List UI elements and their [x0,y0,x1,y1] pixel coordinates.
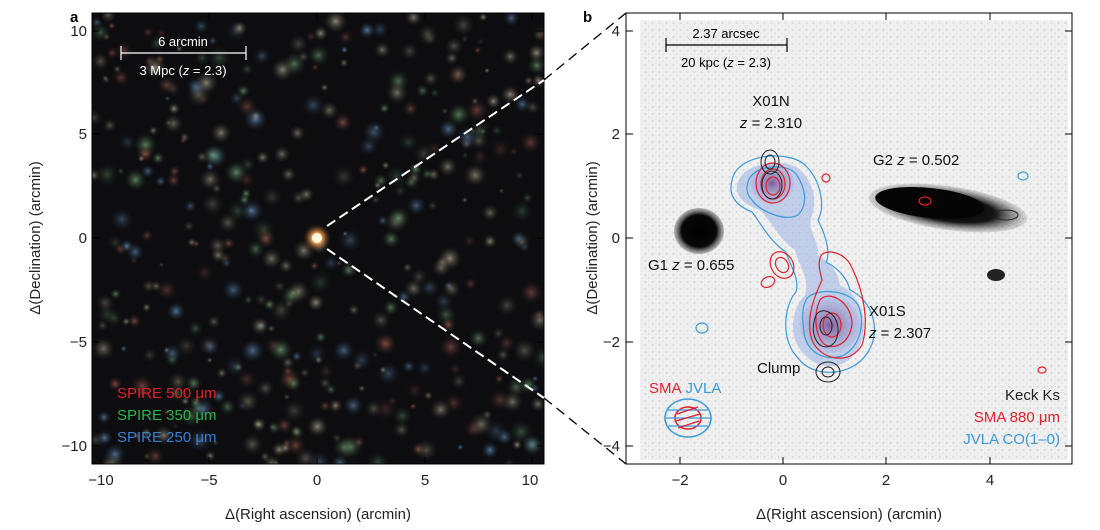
panel-b-ytick: 2 [612,126,620,143]
x01s-redshift: z = 2.307 [868,325,931,342]
x01n-redshift: z = 2.310 [739,115,802,132]
panel-b-ylabel: Δ(Declination) (arcmin) [584,161,601,314]
zoom-line-upper [326,79,545,227]
panel-a-xtick: −10 [88,472,113,489]
panel-b-ytick: −4 [603,438,620,455]
legend-jvla: JVLA CO(1–0) [963,431,1060,448]
panel-a-ytick-labels: 10 5 0 −5 −10 [62,23,87,455]
panel-a-xtick: 5 [421,472,429,489]
panel-a-scalebar-bottom: 3 Mpc (z = 2.3) [139,63,226,78]
panel-b-annotations: X01N z = 2.310 G2 z = 0.502 G1 z = 0.655… [648,93,959,377]
panel-a: a 6 arcmin 3 Mpc (z = 2.3) SPIRE 500 μm … [27,9,545,523]
panel-b-xtick: 0 [779,472,787,489]
panel-b-xtick: −2 [671,472,688,489]
panel-b-scalebar: 2.37 arcsec 20 kpc (z = 2.3) [665,26,788,70]
central-source-core [312,233,322,243]
panel-a-xtick: −5 [200,472,217,489]
beam-ellipses [664,398,712,438]
legend-keck: Keck Ks [1005,387,1060,404]
panel-a-xtick: 10 [522,472,539,489]
panel-b-ticks [626,13,1072,464]
panel-b-legend: Keck Ks SMA 880 μm JVLA CO(1–0) [963,387,1060,448]
panel-a-scalebar: 6 arcmin 3 Mpc (z = 2.3) [120,34,247,78]
panel-a-ytick: 5 [79,126,87,143]
panel-a-label: a [70,9,79,26]
panel-a-legend-500: SPIRE 500 μm [117,385,217,402]
panel-b-xtick: 2 [882,472,890,489]
panel-a-legend-350: SPIRE 350 μm [117,407,217,424]
panel-b-scalebar-top: 2.37 arcsec [692,26,760,41]
g1-label: G1 z = 0.655 [648,257,734,274]
jvla-contours [695,155,1029,373]
x01s-name: X01S [869,303,906,320]
panel-a-image [92,13,544,464]
panel-b-image [626,13,1072,464]
panel-a-ytick: −10 [62,438,87,455]
panel-a-ytick: 0 [79,230,87,247]
connector-line-upper [543,12,627,81]
panel-b-label: b [583,9,592,26]
panel-b: b [583,9,1073,523]
sma-beam-hatch [675,406,701,429]
x01n-name: X01N [752,93,790,110]
panel-a-legend-250: SPIRE 250 μm [117,429,217,446]
panel-a-scalebar-top: 6 arcmin [158,34,208,49]
panel-b-ytick: 0 [612,230,620,247]
g2-label: G2 z = 0.502 [873,152,959,169]
panel-b-xtick: 4 [986,472,994,489]
panel-a-ytick: −5 [70,334,87,351]
panel-a-ylabel: Δ(Declination) (arcmin) [27,161,44,314]
jvla-beam [664,398,712,438]
beam-label: SMA JVLA [649,380,721,397]
panel-b-ytick: −2 [603,334,620,351]
connector-line-lower [543,397,627,465]
panel-a-xlabel: Δ(Right ascension) (arcmin) [225,506,411,523]
panel-b-ytick: 4 [612,23,620,40]
galaxy-g1 [674,208,724,254]
keck-contours [760,149,1019,383]
panel-b-xtick-labels: −2 0 2 4 [671,472,994,489]
panel-a-ticks [92,13,544,464]
panel-a-xtick: 0 [313,472,321,489]
panel-b-xlabel: Δ(Right ascension) (arcmin) [756,506,942,523]
small-galaxy [987,269,1005,281]
panel-a-ytick: 10 [70,23,87,40]
panel-a-xtick-labels: −10 −5 0 5 10 [88,472,538,489]
legend-sma: SMA 880 μm [974,409,1060,426]
clump-label: Clump [757,360,800,377]
panel-b-ytick-labels: 4 2 0 −2 −4 [603,23,620,455]
panel-b-scalebar-bottom: 20 kpc (z = 2.3) [681,55,771,70]
zoom-line-lower [326,248,545,399]
spire-sources [92,13,544,464]
x01s-core [800,297,860,353]
